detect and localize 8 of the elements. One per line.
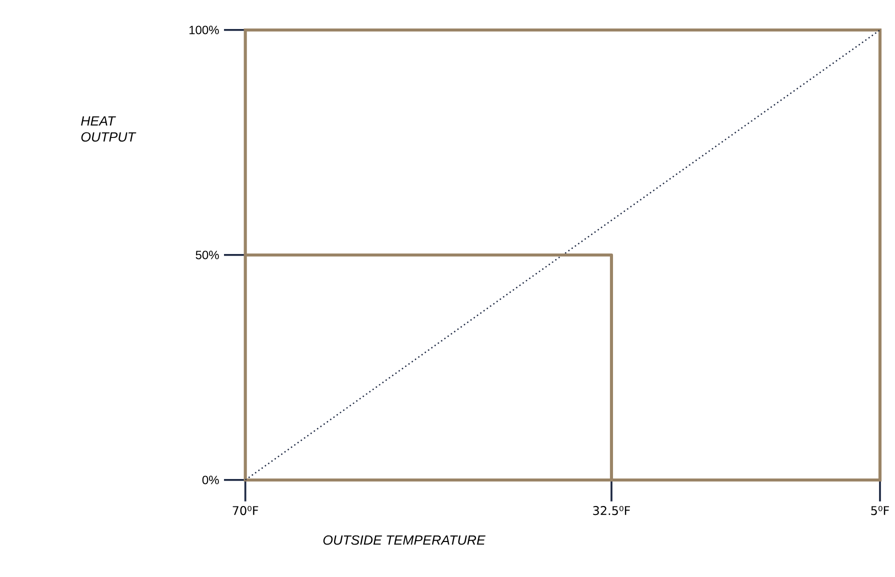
y-tick-label: 50% — [196, 250, 219, 260]
x-tick-label: 70⁰F — [232, 506, 258, 516]
x-axis-title: OUTSIDE TEMPERATURE — [323, 535, 486, 545]
x-tick-label: 5⁰F — [871, 506, 889, 516]
y-axis-title: HEAT OUTPUT — [81, 116, 136, 142]
x-tick-label: 32.5⁰F — [593, 506, 630, 516]
y-tick-label: 0% — [202, 476, 219, 484]
y-tick-label: 100% — [190, 26, 219, 34]
